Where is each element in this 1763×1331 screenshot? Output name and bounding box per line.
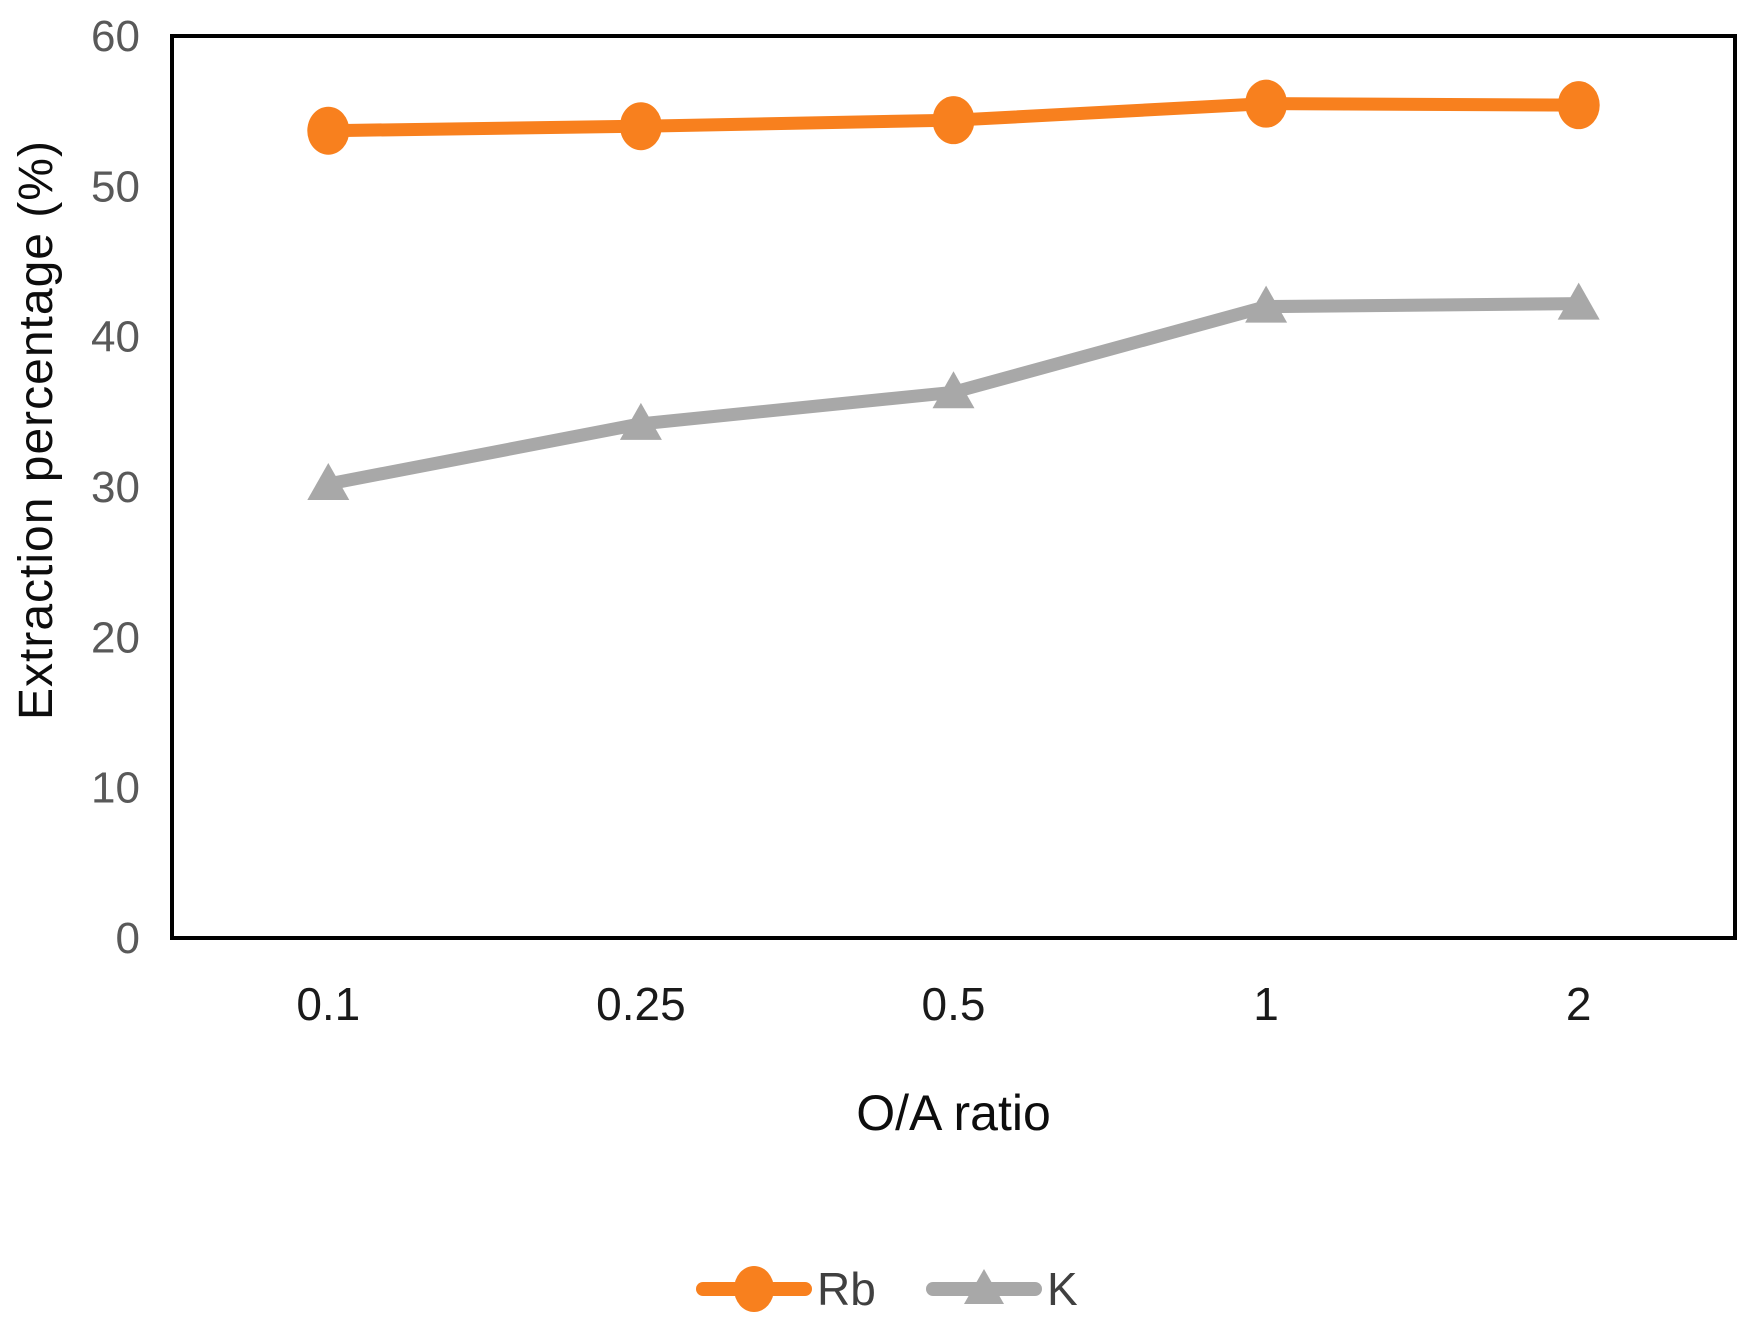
rb-series-marker xyxy=(307,106,350,155)
x-axis-title: O/A ratio xyxy=(856,1085,1051,1141)
legend-rb-circle-marker-icon xyxy=(734,1266,774,1312)
x-tick-label: 0.1 xyxy=(296,978,360,1030)
y-tick-label: 50 xyxy=(91,162,140,211)
legend-rb-label: Rb xyxy=(817,1263,876,1315)
y-tick-label: 60 xyxy=(91,12,140,61)
k-series-marker xyxy=(932,371,975,409)
x-tick-label: 0.25 xyxy=(596,978,686,1030)
k-series-marker xyxy=(307,462,350,500)
rb-series-marker xyxy=(932,96,975,145)
y-tick-label: 10 xyxy=(91,764,140,813)
legend-k-triangle-marker-icon xyxy=(964,1269,1004,1304)
rb-series-marker xyxy=(619,102,662,151)
k-series-marker xyxy=(1245,285,1288,323)
k-series-marker xyxy=(1557,282,1600,320)
x-tick-label: 1 xyxy=(1253,978,1279,1030)
y-axis-title: Extraction percentage (%) xyxy=(10,140,63,720)
y-tick-label: 40 xyxy=(91,313,140,362)
rb-series-marker xyxy=(1245,79,1288,128)
y-tick-label: 30 xyxy=(91,463,140,512)
x-tick-label: 2 xyxy=(1566,978,1592,1030)
k-series-marker xyxy=(619,402,662,440)
y-tick-label: 0 xyxy=(116,914,140,963)
legend-item-k: K xyxy=(926,1263,1078,1315)
y-tick-label: 20 xyxy=(91,613,140,662)
x-tick-label: 0.5 xyxy=(922,978,986,1030)
legend-k-label: K xyxy=(1047,1263,1078,1315)
legend-item-rb: Rb xyxy=(696,1263,876,1315)
rb-series-marker xyxy=(1557,81,1600,130)
plot-area-border xyxy=(170,34,1737,940)
